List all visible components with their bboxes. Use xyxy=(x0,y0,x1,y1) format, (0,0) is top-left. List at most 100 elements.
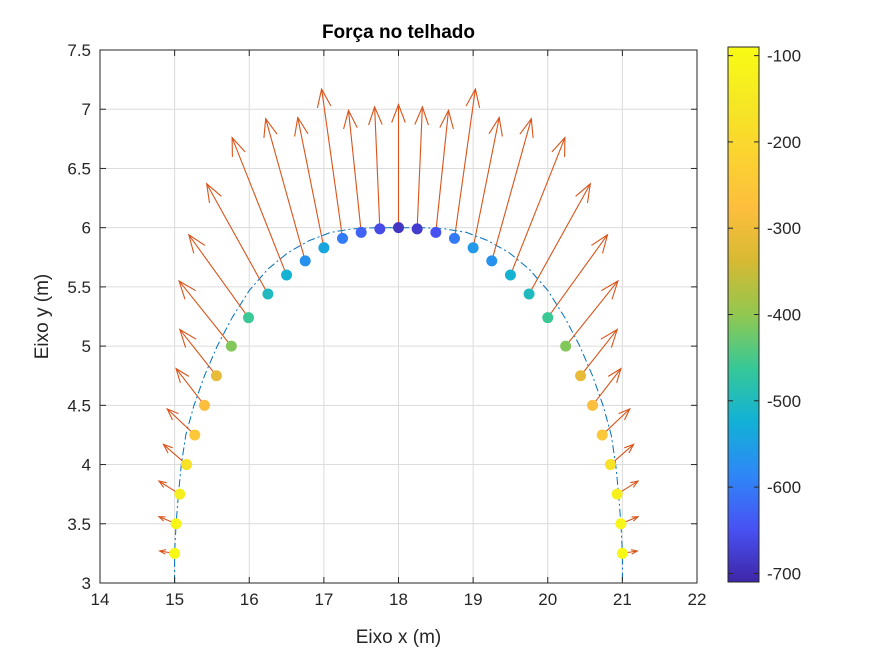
x-tick-label: 20 xyxy=(538,590,557,609)
force-arrow-head xyxy=(551,136,566,157)
force-point xyxy=(262,288,274,300)
force-arrow-head xyxy=(391,102,406,123)
force-point xyxy=(181,459,193,471)
force-arrow-head xyxy=(368,105,383,126)
y-tick-label: 7.5 xyxy=(67,41,91,60)
force-arrow-head xyxy=(187,233,206,254)
force-arrow-shaft xyxy=(453,89,476,239)
force-arrow-head xyxy=(178,328,197,348)
force-arrow-head xyxy=(316,87,332,109)
force-arrow-head xyxy=(624,443,635,454)
force-arrow-head xyxy=(618,407,631,421)
force-arrow xyxy=(263,117,306,261)
x-tick-label: 18 xyxy=(389,590,408,609)
force-arrow-shaft xyxy=(374,106,381,229)
force-arrow-head xyxy=(591,233,609,254)
force-point xyxy=(604,459,616,471)
force-arrow-head xyxy=(488,115,503,137)
force-point xyxy=(411,223,423,235)
force-point xyxy=(198,399,210,411)
force-arrow-head xyxy=(175,367,190,384)
force-arrow-shaft xyxy=(206,183,269,295)
force-arrow-head xyxy=(631,516,640,522)
force-arrow-head xyxy=(601,279,619,300)
force-arrow-head xyxy=(205,182,222,203)
force-arrow-head xyxy=(178,279,196,300)
force-arrow xyxy=(391,102,406,228)
x-ticks: 14 15 16 17 18 19 20 21 22 xyxy=(91,50,706,609)
force-point xyxy=(243,312,255,324)
force-arrow-shaft xyxy=(178,280,232,347)
force-arrow-shaft xyxy=(188,234,249,319)
y-tick-label: 6 xyxy=(82,219,91,238)
force-arrow xyxy=(343,108,362,233)
force-point xyxy=(430,226,442,238)
force-arrow xyxy=(547,233,609,319)
force-point xyxy=(467,242,479,254)
y-ticks: 3 3.5 4 4.5 5 5.5 6 6.5 7 7.5 xyxy=(67,41,697,593)
x-tick-label: 21 xyxy=(613,590,632,609)
force-point xyxy=(374,223,386,235)
force-arrow xyxy=(166,407,196,436)
force-point xyxy=(575,370,587,382)
force-point xyxy=(616,547,628,559)
force-arrow-shaft xyxy=(528,183,591,295)
force-arrow-head xyxy=(439,108,454,130)
force-point xyxy=(615,518,627,530)
x-tick-label: 16 xyxy=(240,590,259,609)
force-arrow xyxy=(435,108,454,233)
x-tick-label: 15 xyxy=(165,590,184,609)
force-point xyxy=(299,255,311,267)
force-arrow-head xyxy=(630,480,640,488)
force-arrow xyxy=(175,367,205,406)
force-arrow-head xyxy=(166,407,179,421)
arch-line xyxy=(174,227,623,583)
force-arrow xyxy=(565,279,619,347)
colorbar-tick-label: -300 xyxy=(767,219,801,238)
y-tick-label: 3.5 xyxy=(67,515,91,534)
force-point xyxy=(210,370,222,382)
force-point xyxy=(611,488,623,500)
force-point xyxy=(174,488,186,500)
force-arrow-head xyxy=(158,549,167,555)
x-axis-label: Eixo x (m) xyxy=(356,627,442,648)
force-point xyxy=(542,312,554,324)
force-arrow-shaft xyxy=(580,329,618,377)
colorbar-tick-label: -700 xyxy=(767,564,801,583)
force-arrow xyxy=(601,407,631,436)
force-arrow-head xyxy=(157,516,166,522)
colorbar-tick-label: -400 xyxy=(767,306,801,325)
colorbar-tick-label: -600 xyxy=(767,478,801,497)
force-arrow xyxy=(472,115,503,248)
force-arrow-shaft xyxy=(509,137,566,276)
force-arrow xyxy=(453,87,481,239)
force-arrow xyxy=(368,105,383,229)
force-point xyxy=(189,429,201,441)
force-arrow-head xyxy=(343,108,358,130)
colorbar-tick-label: -100 xyxy=(767,47,801,66)
x-tick-label: 19 xyxy=(464,590,483,609)
force-arrow xyxy=(294,115,325,248)
force-arrow-shaft xyxy=(297,117,325,248)
force-arrow xyxy=(528,182,592,295)
force-arrow-head xyxy=(465,87,481,109)
y-axis-label: Eixo y (m) xyxy=(32,274,53,360)
force-arrow-shaft xyxy=(472,117,500,248)
force-arrow-shaft xyxy=(601,408,631,436)
chart-title: Força no telhado xyxy=(322,22,475,43)
force-arrow xyxy=(414,105,429,229)
force-arrow-head xyxy=(263,117,278,138)
force-arrow xyxy=(316,87,344,239)
force-arrow-shaft xyxy=(175,368,205,406)
y-tick-label: 6.5 xyxy=(67,159,91,178)
force-point xyxy=(504,269,516,281)
colorbar-tick-label: -200 xyxy=(767,133,801,152)
force-arrow-head xyxy=(231,136,246,157)
force-point xyxy=(448,232,460,244)
force-point xyxy=(596,429,608,441)
force-point xyxy=(523,288,535,300)
force-arrow-head xyxy=(607,367,622,384)
force-arrow-shaft xyxy=(565,280,619,347)
force-arrow-head xyxy=(519,117,534,138)
